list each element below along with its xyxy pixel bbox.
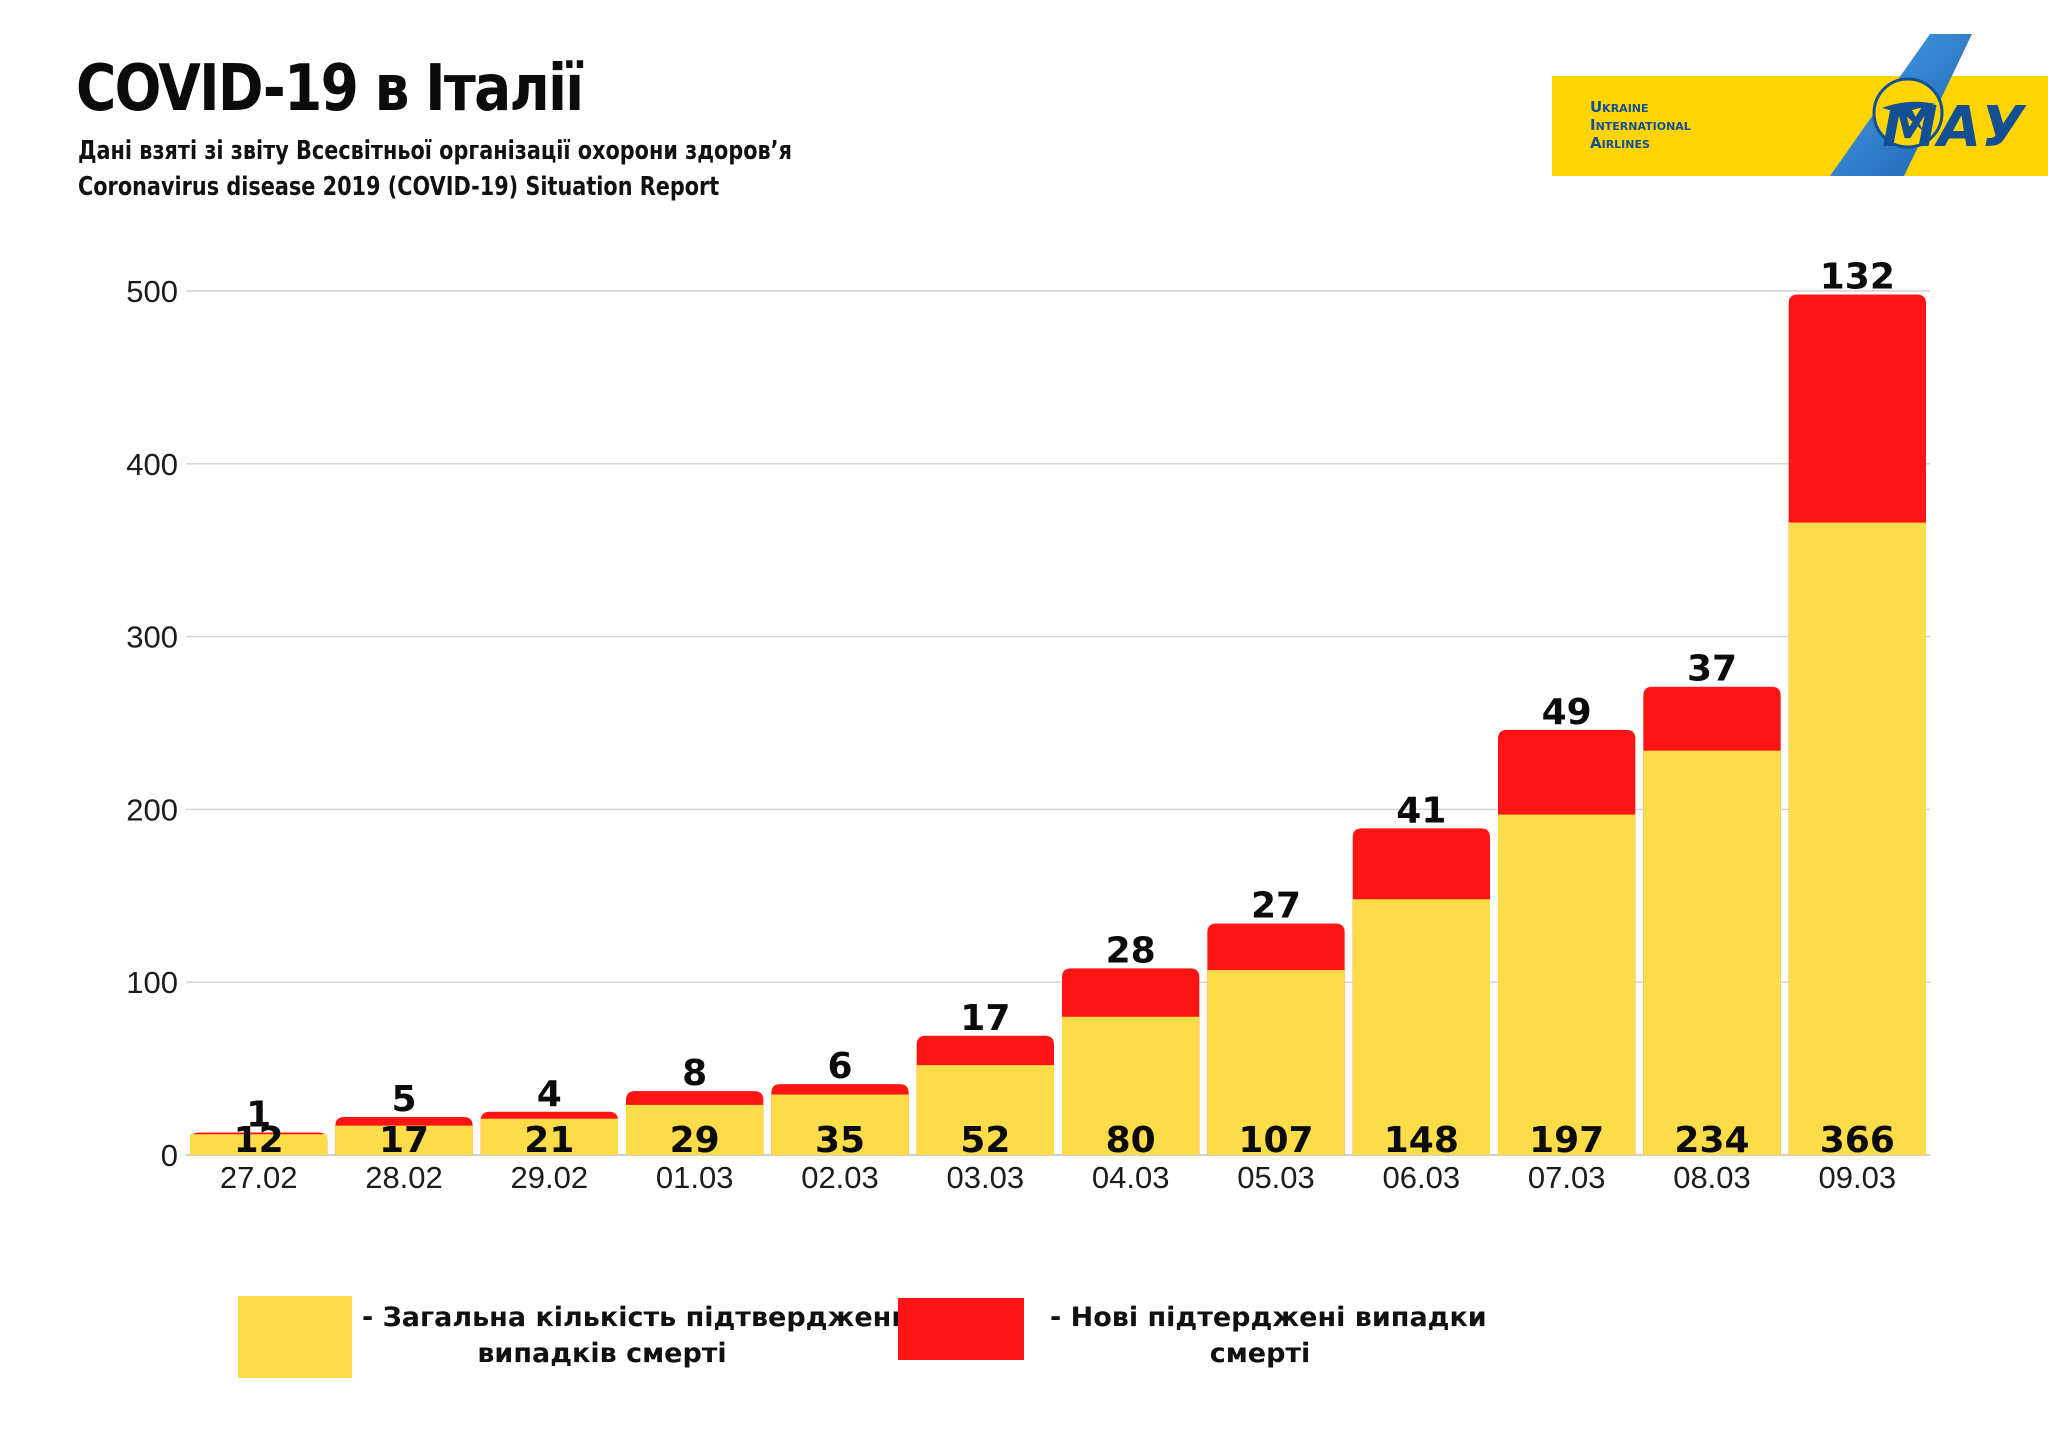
- y-tick-label: 0: [161, 1138, 178, 1173]
- bar-total-01.03: [626, 1104, 764, 1155]
- label-total-03.03: 52: [960, 1120, 1010, 1161]
- label-new-08.03: 37: [1687, 649, 1737, 690]
- logo-text-ukraine: Ukraine: [1590, 98, 1649, 116]
- x-tick-label: 27.02: [220, 1160, 298, 1195]
- label-new-28.02: 5: [391, 1079, 416, 1120]
- x-tick-label: 06.03: [1383, 1160, 1461, 1195]
- x-tick-label: 01.03: [656, 1160, 734, 1195]
- legend-label-new-line2: смерті: [1209, 1338, 1311, 1369]
- label-new-27.02: 1: [246, 1095, 271, 1136]
- bar-total-02.03: [771, 1094, 909, 1155]
- bar-total-07.03: [1498, 814, 1636, 1155]
- logo-yellow-band: [1552, 76, 2048, 176]
- bar-total-28.02: [335, 1125, 473, 1155]
- label-total-04.03: 80: [1106, 1120, 1156, 1161]
- subtitle-source: Дані взяті зі звіту Всесвітньої організа…: [78, 136, 792, 166]
- label-new-29.02: 4: [537, 1074, 562, 1115]
- label-total-29.02: 21: [524, 1120, 574, 1161]
- logo-brand-mau: МАУ: [1882, 95, 2027, 160]
- x-tick-label: 04.03: [1092, 1160, 1170, 1195]
- bar-total-04.03: [1062, 1016, 1200, 1155]
- x-tick-label: 07.03: [1528, 1160, 1606, 1195]
- logo-text-international: International: [1590, 116, 1691, 134]
- label-new-06.03: 41: [1396, 790, 1446, 831]
- uia-logo: Ukraine International Airlines МАУ: [1552, 34, 2048, 176]
- value-labels: 1211752142983565217802810727148411974923…: [234, 256, 1895, 1161]
- legend-label-total: - Загальна кількість підтверджених випад…: [362, 1300, 928, 1372]
- x-tick-label: 02.03: [801, 1160, 879, 1195]
- bar-total-06.03: [1352, 899, 1490, 1155]
- y-tick-label: 300: [126, 620, 178, 655]
- label-new-01.03: 8: [682, 1053, 707, 1094]
- y-tick-label: 100: [126, 965, 178, 1000]
- label-new-09.03: 132: [1820, 256, 1895, 297]
- logo-emblem-bird: [1882, 101, 1936, 132]
- bar-total-03.03: [916, 1065, 1054, 1155]
- label-total-09.03: 366: [1820, 1120, 1895, 1161]
- x-tick-label: 09.03: [1819, 1160, 1897, 1195]
- bar-total-29.02: [480, 1118, 618, 1155]
- label-total-05.03: 107: [1238, 1120, 1313, 1161]
- label-total-02.03: 35: [815, 1120, 865, 1161]
- label-new-05.03: 27: [1251, 885, 1301, 926]
- label-total-08.03: 234: [1674, 1120, 1749, 1161]
- y-axis-ticks: 0 100 200 300 400 500: [126, 274, 178, 1173]
- logo-text-airlines: Airlines: [1590, 134, 1650, 152]
- y-tick-label: 400: [126, 447, 178, 482]
- x-tick-label: 29.02: [511, 1160, 589, 1195]
- label-new-03.03: 17: [960, 998, 1010, 1039]
- bar-total-05.03: [1207, 970, 1345, 1155]
- label-new-02.03: 6: [827, 1046, 852, 1087]
- subtitle-report: Coronavirus disease 2019 (COVID-19) Situ…: [78, 172, 720, 202]
- legend-label-total-line1: - Загальна кількість підтверджених: [362, 1302, 928, 1333]
- x-axis-labels: 27.02 28.02 29.02 01.03 02.03 03.03 04.03 05.03…: [220, 1160, 1896, 1195]
- page-title: COVID-19 в Італії: [76, 52, 584, 126]
- label-total-01.03: 29: [670, 1120, 720, 1161]
- x-tick-label: 05.03: [1237, 1160, 1315, 1195]
- gridlines: [186, 290, 1930, 1156]
- bars: [190, 294, 1926, 1155]
- label-new-04.03: 28: [1106, 930, 1156, 971]
- label-total-28.02: 17: [379, 1120, 429, 1161]
- y-tick-label: 500: [126, 274, 178, 309]
- legend-swatch-new: [898, 1298, 1024, 1360]
- x-tick-label: 28.02: [365, 1160, 443, 1195]
- x-tick-label: 08.03: [1673, 1160, 1751, 1195]
- legend-label-total-line2: випадків смерті: [477, 1338, 727, 1369]
- bar-total-08.03: [1643, 750, 1781, 1155]
- x-tick-label: 03.03: [947, 1160, 1025, 1195]
- label-total-27.02: 12: [234, 1120, 284, 1161]
- legend-swatch-total: [238, 1296, 352, 1378]
- legend-label-new-line1: - Нові підтерджені випадки: [1050, 1302, 1487, 1333]
- y-tick-label: 200: [126, 792, 178, 827]
- label-total-06.03: 148: [1384, 1120, 1459, 1161]
- legend-label-new: - Нові підтерджені випадки смерті: [1050, 1300, 1487, 1372]
- bar-total-27.02: [190, 1134, 328, 1155]
- label-new-07.03: 49: [1542, 692, 1592, 733]
- bar-total-09.03: [1788, 522, 1926, 1155]
- label-total-07.03: 197: [1529, 1120, 1604, 1161]
